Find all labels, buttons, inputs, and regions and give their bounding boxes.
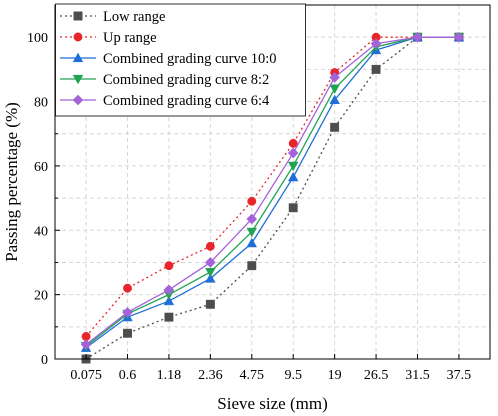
x-tick-label: 26.5 bbox=[364, 368, 389, 383]
x-tick-label: 4.75 bbox=[240, 368, 265, 383]
x-tick-label: 19 bbox=[328, 368, 342, 383]
y-tick-label: 60 bbox=[34, 160, 48, 175]
series-layer bbox=[80, 31, 465, 364]
legend-item: Combined grading curve 8:2 bbox=[60, 72, 269, 88]
data-point bbox=[371, 64, 381, 74]
x-tick-label: 1.18 bbox=[157, 368, 182, 383]
data-point bbox=[370, 38, 382, 50]
data-point bbox=[205, 267, 216, 278]
legend-item: Up range bbox=[60, 30, 157, 46]
x-tick-label: 37.5 bbox=[447, 368, 472, 383]
data-point bbox=[246, 237, 258, 248]
legend-marker bbox=[72, 52, 84, 63]
y-tick-label: 100 bbox=[27, 31, 48, 46]
data-point bbox=[163, 284, 175, 296]
data-point bbox=[247, 196, 257, 206]
y-tick-label: 80 bbox=[34, 96, 48, 111]
data-point bbox=[123, 283, 132, 293]
legend-item: Low range bbox=[60, 9, 165, 25]
x-tick-label: 9.5 bbox=[284, 368, 302, 383]
legend-label: Low range bbox=[103, 9, 165, 25]
data-point bbox=[288, 138, 298, 148]
data-point bbox=[287, 161, 299, 172]
data-point bbox=[288, 203, 298, 213]
series-line bbox=[85, 36, 459, 347]
data-point bbox=[205, 241, 215, 251]
legend-marker bbox=[72, 94, 84, 106]
legend-marker bbox=[72, 74, 84, 85]
data-point bbox=[246, 213, 258, 225]
data-point bbox=[204, 257, 216, 268]
legend-item: Combined grading curve 6:4 bbox=[60, 93, 270, 109]
y-tick-label: 40 bbox=[34, 224, 48, 239]
x-tick-label: 0.075 bbox=[70, 368, 102, 383]
data-point bbox=[247, 261, 257, 271]
data-point bbox=[329, 94, 340, 105]
data-point bbox=[329, 84, 340, 95]
data-point bbox=[287, 147, 299, 159]
x-tick-label: 31.5 bbox=[405, 368, 430, 383]
data-point bbox=[164, 312, 174, 322]
legend-marker bbox=[73, 32, 83, 42]
series-combined-grading-curve-6-4 bbox=[80, 31, 465, 350]
data-point bbox=[163, 295, 175, 306]
legend-label: Combined grading curve 6:4 bbox=[103, 93, 270, 109]
y-tick-label: 20 bbox=[34, 289, 48, 304]
data-point bbox=[123, 328, 132, 338]
series-line bbox=[85, 36, 459, 346]
data-point bbox=[205, 299, 215, 309]
data-point bbox=[287, 171, 299, 182]
data-point bbox=[412, 31, 423, 43]
y-axis: 0 20 40 60 80 100 bbox=[27, 31, 60, 368]
data-point bbox=[453, 31, 465, 43]
y-tick-label: 0 bbox=[41, 353, 48, 368]
legend-marker bbox=[73, 11, 83, 21]
legend-box bbox=[55, 3, 306, 117]
y-axis-title: Passing percentage (%) bbox=[2, 102, 21, 262]
legend-label: Combined grading curve 8:2 bbox=[103, 72, 269, 88]
data-point bbox=[80, 339, 92, 350]
x-tick-label: 2.36 bbox=[198, 368, 223, 383]
x-axis-title: Sieve size (mm) bbox=[217, 394, 327, 413]
data-point bbox=[205, 273, 216, 283]
series-line bbox=[85, 36, 459, 337]
series-line bbox=[85, 36, 459, 360]
x-tick-label: 0.6 bbox=[119, 368, 137, 383]
data-point bbox=[164, 261, 174, 271]
data-point bbox=[246, 227, 258, 238]
data-point bbox=[122, 306, 133, 318]
series-line bbox=[85, 36, 459, 349]
legend-label: Up range bbox=[103, 30, 157, 46]
x-axis: 0.075 0.6 1.18 2.36 4.75 9.5 19 26.5 31.5 37.5 bbox=[70, 354, 471, 383]
data-point bbox=[329, 72, 341, 83]
legend-label: Combined grading curve 10:0 bbox=[103, 51, 277, 67]
data-point bbox=[330, 122, 340, 132]
legend-item: Combined grading curve 10:0 bbox=[60, 51, 277, 67]
legend: Low range Up range Combined grading curve … bbox=[55, 3, 306, 117]
